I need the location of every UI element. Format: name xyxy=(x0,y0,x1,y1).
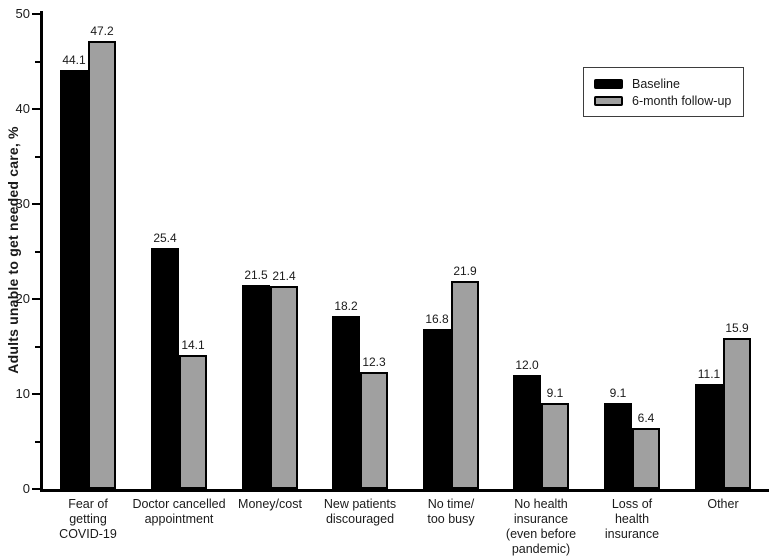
bar-value-label: 9.1 xyxy=(546,386,564,400)
bar-value-label: 6.4 xyxy=(637,411,655,425)
y-tick-label: 20 xyxy=(15,291,30,306)
bar-value-label: 14.1 xyxy=(181,338,205,352)
bar-followup xyxy=(360,372,388,489)
y-major-tick xyxy=(32,203,40,205)
category-label: Loss of health insurance xyxy=(604,497,660,541)
y-major-tick xyxy=(32,488,40,490)
bar-value-label: 44.1 xyxy=(62,53,86,67)
bar-value-label: 47.2 xyxy=(90,24,114,38)
category-label: New patients discouraged xyxy=(323,497,397,526)
y-minor-tick xyxy=(35,345,40,348)
y-major-tick xyxy=(32,13,40,15)
y-axis-title: Adults unable to get needed care, % xyxy=(5,126,21,374)
bar-value-label: 21.5 xyxy=(244,268,268,282)
x-axis-line xyxy=(40,489,769,492)
y-tick-label: 10 xyxy=(15,386,30,401)
bar-followup xyxy=(88,41,116,489)
category-label: Other xyxy=(707,497,739,511)
bar-value-label: 12.0 xyxy=(515,358,539,372)
bar-baseline xyxy=(151,248,179,489)
y-minor-tick xyxy=(35,250,40,253)
bar-baseline xyxy=(242,285,270,489)
bar-baseline xyxy=(332,316,360,489)
bar-baseline xyxy=(513,375,541,489)
bar-followup xyxy=(723,338,751,489)
bar-baseline xyxy=(60,70,88,489)
y-major-tick xyxy=(32,393,40,395)
bar-baseline xyxy=(604,403,632,489)
category-label: Doctor cancelled appointment xyxy=(132,497,226,526)
y-tick-label: 30 xyxy=(15,196,30,211)
y-axis-line xyxy=(40,11,43,492)
y-major-tick xyxy=(32,108,40,110)
category-label: No health insurance (even before pandemi… xyxy=(505,497,577,556)
bar-baseline xyxy=(695,384,723,489)
bar-baseline xyxy=(423,329,451,489)
baseline-swatch-icon xyxy=(594,78,623,89)
bar-followup xyxy=(541,403,569,489)
bar-followup xyxy=(451,281,479,489)
bar-value-label: 16.8 xyxy=(425,312,449,326)
bar-value-label: 18.2 xyxy=(334,299,358,313)
y-minor-tick xyxy=(35,60,40,63)
legend: Baseline 6-month follow-up xyxy=(583,67,745,117)
followup-swatch-icon xyxy=(594,95,623,106)
bar-value-label: 11.1 xyxy=(697,367,721,381)
bar-followup xyxy=(270,286,298,489)
legend-item-followup: 6-month follow-up xyxy=(594,92,731,109)
y-tick-label: 40 xyxy=(15,101,30,116)
bar-followup xyxy=(632,428,660,489)
y-major-tick xyxy=(32,298,40,300)
y-tick-label: 0 xyxy=(22,481,30,496)
category-label: No time/ too busy xyxy=(427,497,475,526)
bar-value-label: 21.4 xyxy=(272,269,296,283)
legend-label-followup: 6-month follow-up xyxy=(632,93,732,108)
bar-followup xyxy=(179,355,207,489)
bar-value-label: 15.9 xyxy=(725,321,749,335)
legend-item-baseline: Baseline xyxy=(594,75,731,92)
category-label: Money/cost xyxy=(238,497,302,511)
bar-value-label: 25.4 xyxy=(153,231,177,245)
bar-value-label: 12.3 xyxy=(362,355,386,369)
legend-label-baseline: Baseline xyxy=(632,76,680,91)
category-label: Fear of getting COVID-19 xyxy=(59,497,117,541)
bar-value-label: 9.1 xyxy=(609,386,627,400)
bar-value-label: 21.9 xyxy=(453,264,477,278)
y-minor-tick xyxy=(35,440,40,443)
y-tick-label: 50 xyxy=(15,6,30,21)
y-minor-tick xyxy=(35,155,40,158)
